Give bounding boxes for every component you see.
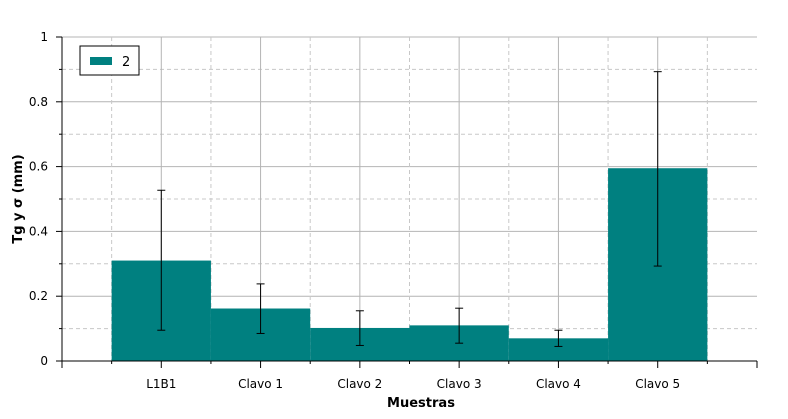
error-bars (157, 71, 662, 347)
tick-labels: 0 0.2 0.4 0.6 0.8 1 L1B1 Clavo 1 Clavo 2 Clavo 3 C… (29, 30, 680, 391)
y-tick-label: 0.6 (29, 160, 48, 174)
x-tick-label: Clavo 4 (536, 377, 581, 391)
x-tick-label: L1B1 (146, 377, 176, 391)
x-tick-label: Clavo 3 (437, 377, 482, 391)
y-tick-label: 0 (40, 354, 48, 368)
x-tick-label: Clavo 1 (238, 377, 283, 391)
x-tick-label: Clavo 2 (337, 377, 382, 391)
y-axis-title: Tg y σ (mm) (11, 154, 26, 243)
y-tick-label: 1 (40, 30, 48, 44)
y-tick-label: 0.2 (29, 289, 48, 303)
y-tick-label: 0.4 (29, 224, 48, 238)
legend-swatch (90, 57, 112, 65)
legend-label: 2 (122, 55, 130, 70)
x-axis-title: Muestras (387, 396, 455, 411)
bar-clavo-4 (508, 338, 609, 361)
y-tick-label: 0.8 (29, 95, 48, 109)
legend: 2 (79, 45, 140, 76)
x-tick-label: Clavo 5 (635, 377, 680, 391)
axes (56, 36, 758, 368)
